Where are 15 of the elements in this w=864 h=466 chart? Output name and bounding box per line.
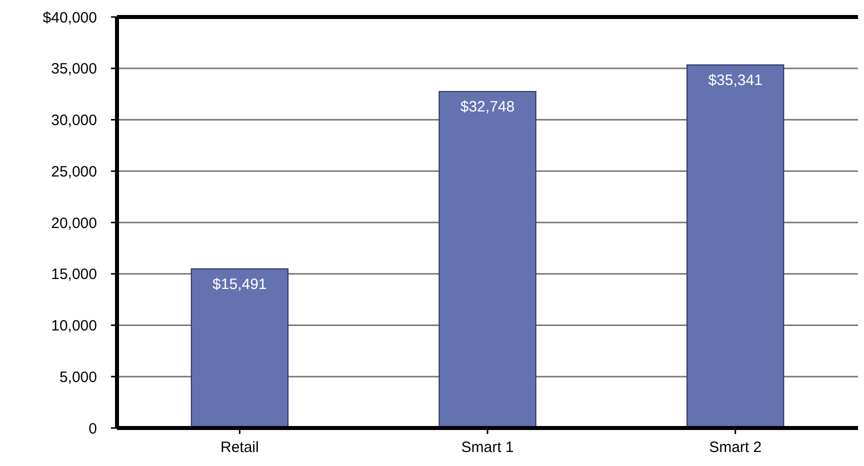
y-tick-label: 10,000 (51, 318, 97, 334)
y-tick-label: 15,000 (51, 266, 97, 284)
data-label: $32,748 (460, 98, 515, 116)
y-tick-label: 30,000 (51, 112, 97, 129)
y-tick-label: $40,000 (42, 9, 97, 26)
data-label: $15,491 (212, 276, 267, 293)
y-tick-label: 20,000 (51, 214, 97, 232)
y-tick-label: 35,000 (51, 60, 97, 78)
data-label: $35,341 (708, 72, 762, 89)
y-tick-label: 5,000 (59, 368, 97, 386)
x-tick-label: Retail (220, 439, 259, 456)
x-tick-label: Smart 1 (461, 439, 514, 456)
x-tick-label: Smart 2 (709, 439, 762, 456)
y-tick-label: 25,000 (51, 163, 97, 180)
y-tick-label: 0 (88, 420, 97, 438)
